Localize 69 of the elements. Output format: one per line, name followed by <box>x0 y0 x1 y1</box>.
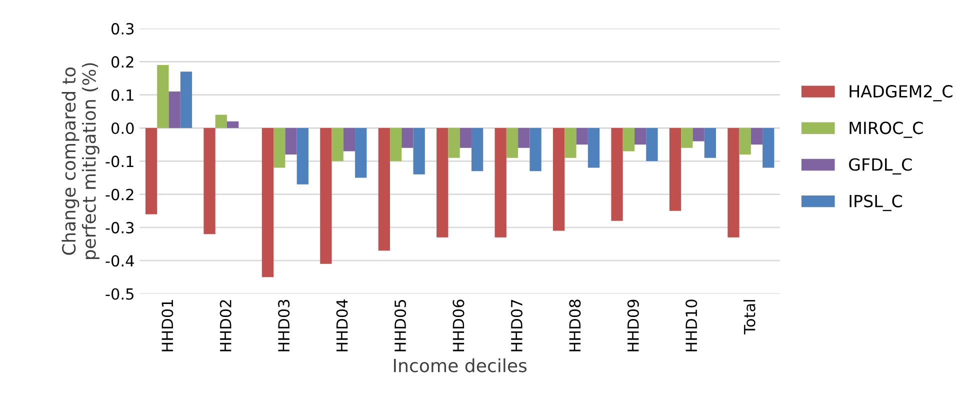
bar <box>692 128 704 142</box>
bar <box>634 128 646 145</box>
bar <box>576 128 588 145</box>
bar <box>402 128 414 148</box>
bar <box>378 128 390 251</box>
legend-label: IPSL_C <box>850 194 902 212</box>
bar <box>728 128 740 238</box>
bar <box>704 128 716 158</box>
y-tick-label: 0.0 <box>111 122 134 134</box>
bar <box>226 121 239 128</box>
bar <box>552 128 565 231</box>
bar <box>168 92 180 128</box>
legend-label: HADGEM2_C <box>850 85 952 102</box>
bar <box>343 128 356 152</box>
bar <box>518 128 530 148</box>
y-tick-label: -0.5 <box>106 288 134 300</box>
bar <box>145 128 158 214</box>
bar <box>646 128 658 162</box>
bar <box>436 128 448 238</box>
x-tick-label: HHD05 <box>394 300 406 352</box>
bar <box>471 128 484 172</box>
bar <box>448 128 460 158</box>
bar <box>262 128 274 278</box>
x-tick-label: HHD06 <box>452 300 464 352</box>
bar <box>762 128 774 168</box>
bar <box>564 128 576 158</box>
y-axis-title: Change compared to perfect mitigation (%) <box>62 63 100 260</box>
bar <box>320 128 332 264</box>
x-tick-label: HHD04 <box>336 299 348 352</box>
x-tick-label: HHD01 <box>162 300 174 352</box>
bar <box>494 128 506 238</box>
bar <box>285 128 297 155</box>
bar <box>506 128 518 158</box>
y-tick-label: 0.2 <box>111 56 134 68</box>
x-tick-label: HHD07 <box>510 300 522 352</box>
bar <box>750 128 763 145</box>
bar <box>530 128 542 172</box>
bar <box>669 128 682 211</box>
bar <box>274 128 286 168</box>
bar <box>204 128 216 234</box>
bar <box>460 128 472 148</box>
y-tick-label: 0.1 <box>111 89 134 101</box>
y-tick-label: -0.2 <box>106 188 134 200</box>
bar <box>355 128 367 178</box>
bar <box>390 128 402 162</box>
bar <box>681 128 693 148</box>
bar <box>622 128 634 152</box>
legend-label: MIROC_C <box>850 122 923 138</box>
x-tick-label: HHD10 <box>686 300 698 352</box>
x-tick-label: HHD03 <box>278 300 290 352</box>
x-tick-label: Total <box>744 300 756 334</box>
bar <box>332 128 344 162</box>
legend-label: GFDL_C <box>849 158 912 174</box>
bar <box>588 128 600 168</box>
bar <box>296 128 308 184</box>
bar <box>611 128 623 221</box>
bar <box>215 114 227 128</box>
y-tick-label: -0.1 <box>106 156 134 168</box>
y-tick-label: 0.3 <box>111 23 134 35</box>
x-tick-label: HHD08 <box>569 300 581 352</box>
bar <box>180 72 192 128</box>
x-axis-title: Income deciles <box>394 358 527 372</box>
x-tick-label: HHD09 <box>627 300 639 352</box>
bar <box>413 128 425 174</box>
bar <box>157 65 169 128</box>
y-tick-label: -0.4 <box>106 255 134 267</box>
y-tick-label: -0.3 <box>106 222 134 234</box>
x-tick-label: HHD02 <box>220 300 232 352</box>
bar <box>739 128 751 155</box>
